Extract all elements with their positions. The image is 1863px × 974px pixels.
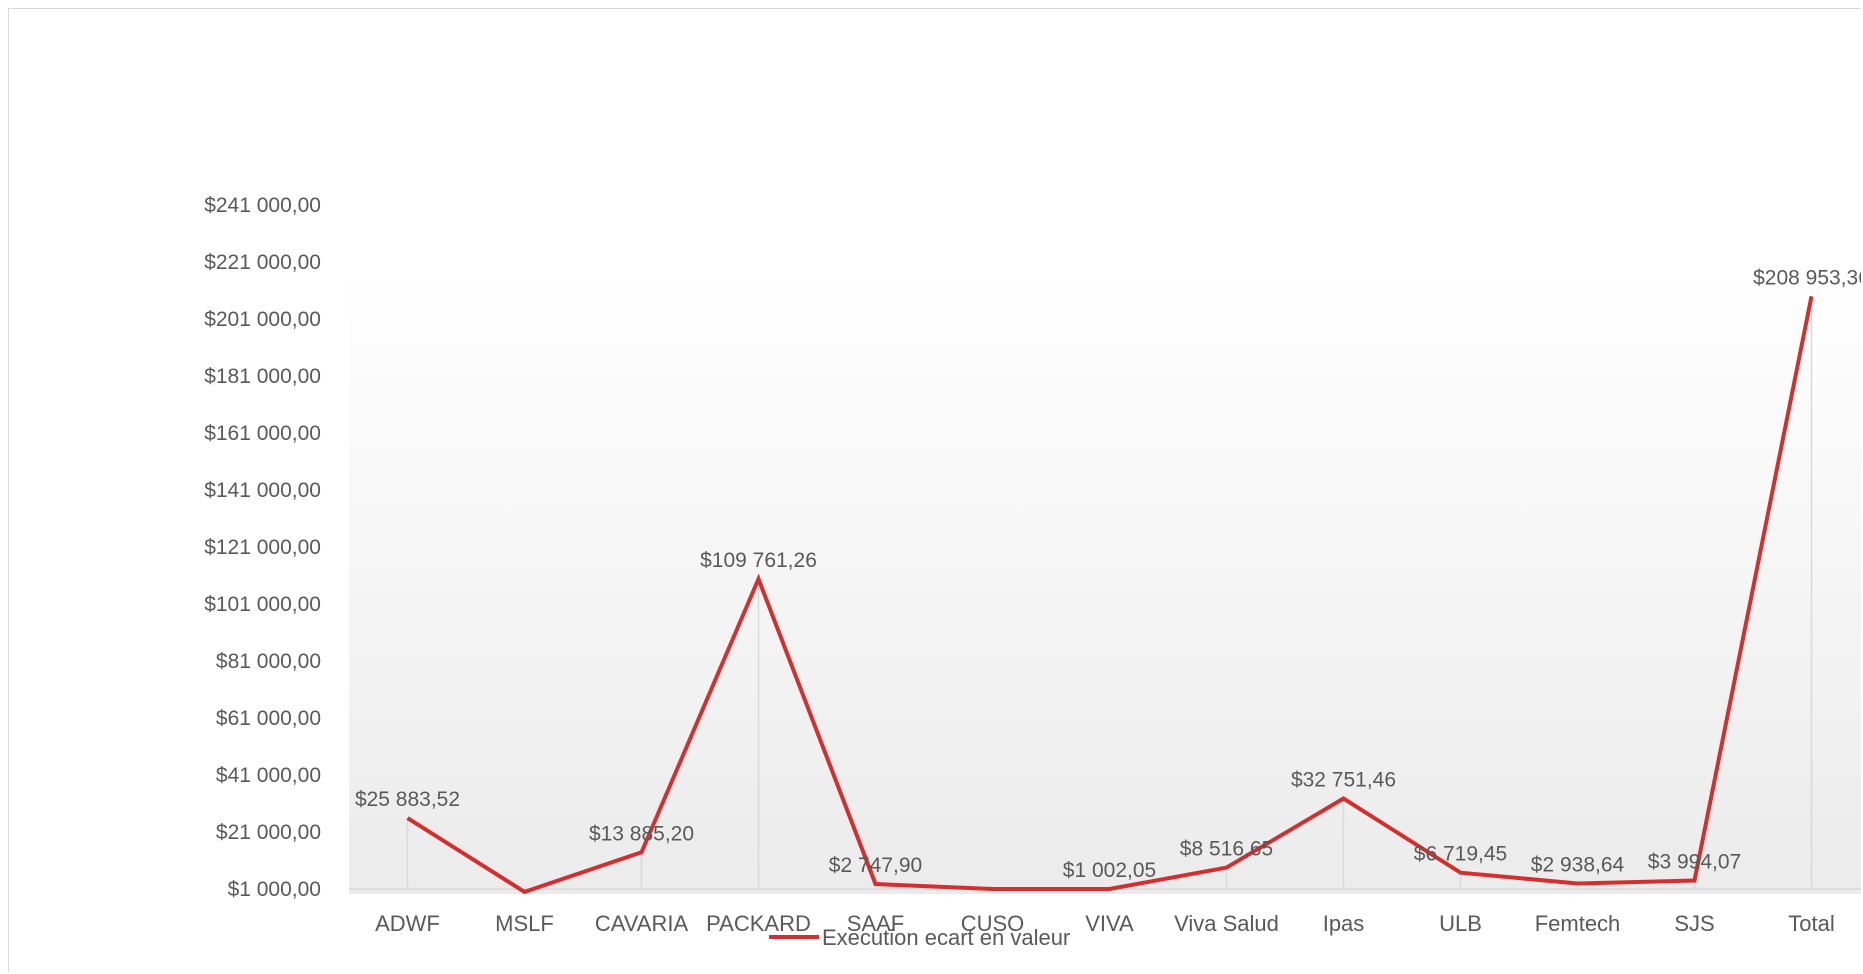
data-label: $8 516,65 [1180, 838, 1273, 861]
x-tick-label: Viva Salud [1174, 911, 1279, 936]
x-tick-label: Ipas [1323, 911, 1365, 936]
y-axis: $1 000,00 $21 000,00 $41 000,00 $61 000,00 $… [204, 194, 321, 901]
chart-frame: $1 000,00 $21 000,00 $41 000,00 $61 000,00 $… [8, 8, 1861, 972]
y-tick-label: $1 000,00 [228, 878, 321, 901]
y-tick-label: $81 000,00 [216, 650, 321, 673]
data-label: $25 883,52 [355, 788, 460, 811]
legend: Execution ecart en valeur [769, 925, 1070, 950]
line-chart: $1 000,00 $21 000,00 $41 000,00 $61 000,00 $… [204, 194, 1861, 950]
data-label: $208 953,36 [1753, 266, 1861, 289]
x-tick-label: SAAF [847, 911, 904, 936]
y-tick-label: $61 000,00 [216, 707, 321, 730]
data-label: $1 002,05 [1063, 859, 1156, 882]
x-tick-label: VIVA [1085, 911, 1134, 936]
data-label: $2 747,90 [829, 854, 922, 877]
y-tick-label: $181 000,00 [204, 365, 321, 388]
x-tick-label: MSLF [495, 911, 554, 936]
x-tick-label: CAVARIA [595, 911, 689, 936]
y-tick-label: $101 000,00 [204, 593, 321, 616]
data-label: $13 885,20 [589, 822, 694, 845]
y-tick-label: $241 000,00 [204, 194, 321, 217]
y-tick-label: $161 000,00 [204, 422, 321, 445]
x-tick-label: Femtech [1535, 911, 1621, 936]
x-tick-label: CUSO [961, 911, 1025, 936]
x-tick-label: Total [1788, 911, 1834, 936]
y-tick-label: $141 000,00 [204, 479, 321, 502]
data-label: $2 938,64 [1531, 853, 1625, 876]
y-tick-label: $221 000,00 [204, 251, 321, 274]
y-tick-label: $21 000,00 [216, 821, 321, 844]
x-axis: ADWF MSLF CAVARIA PACKARD SAAF CUSO VIVA Viva S… [375, 911, 1835, 936]
data-label: $32 751,46 [1291, 769, 1396, 792]
data-label: $6 719,45 [1414, 843, 1507, 866]
legend-label: Execution ecart en valeur [822, 925, 1070, 950]
x-tick-label: PACKARD [706, 911, 811, 936]
y-tick-label: $121 000,00 [204, 536, 321, 559]
plot-area-background [349, 269, 1861, 894]
series-line [406, 295, 1814, 895]
data-label: $3 994,07 [1648, 850, 1741, 873]
y-tick-label: $201 000,00 [204, 308, 321, 331]
y-tick-label: $41 000,00 [216, 764, 321, 787]
data-label: $109 761,26 [700, 549, 817, 572]
data-labels: $25 883,52 $13 885,20 $109 761,26 $2 747,90… [355, 266, 1861, 882]
x-tick-label: ULB [1439, 911, 1482, 936]
x-tick-label: SJS [1674, 911, 1714, 936]
x-tick-label: ADWF [375, 911, 440, 936]
